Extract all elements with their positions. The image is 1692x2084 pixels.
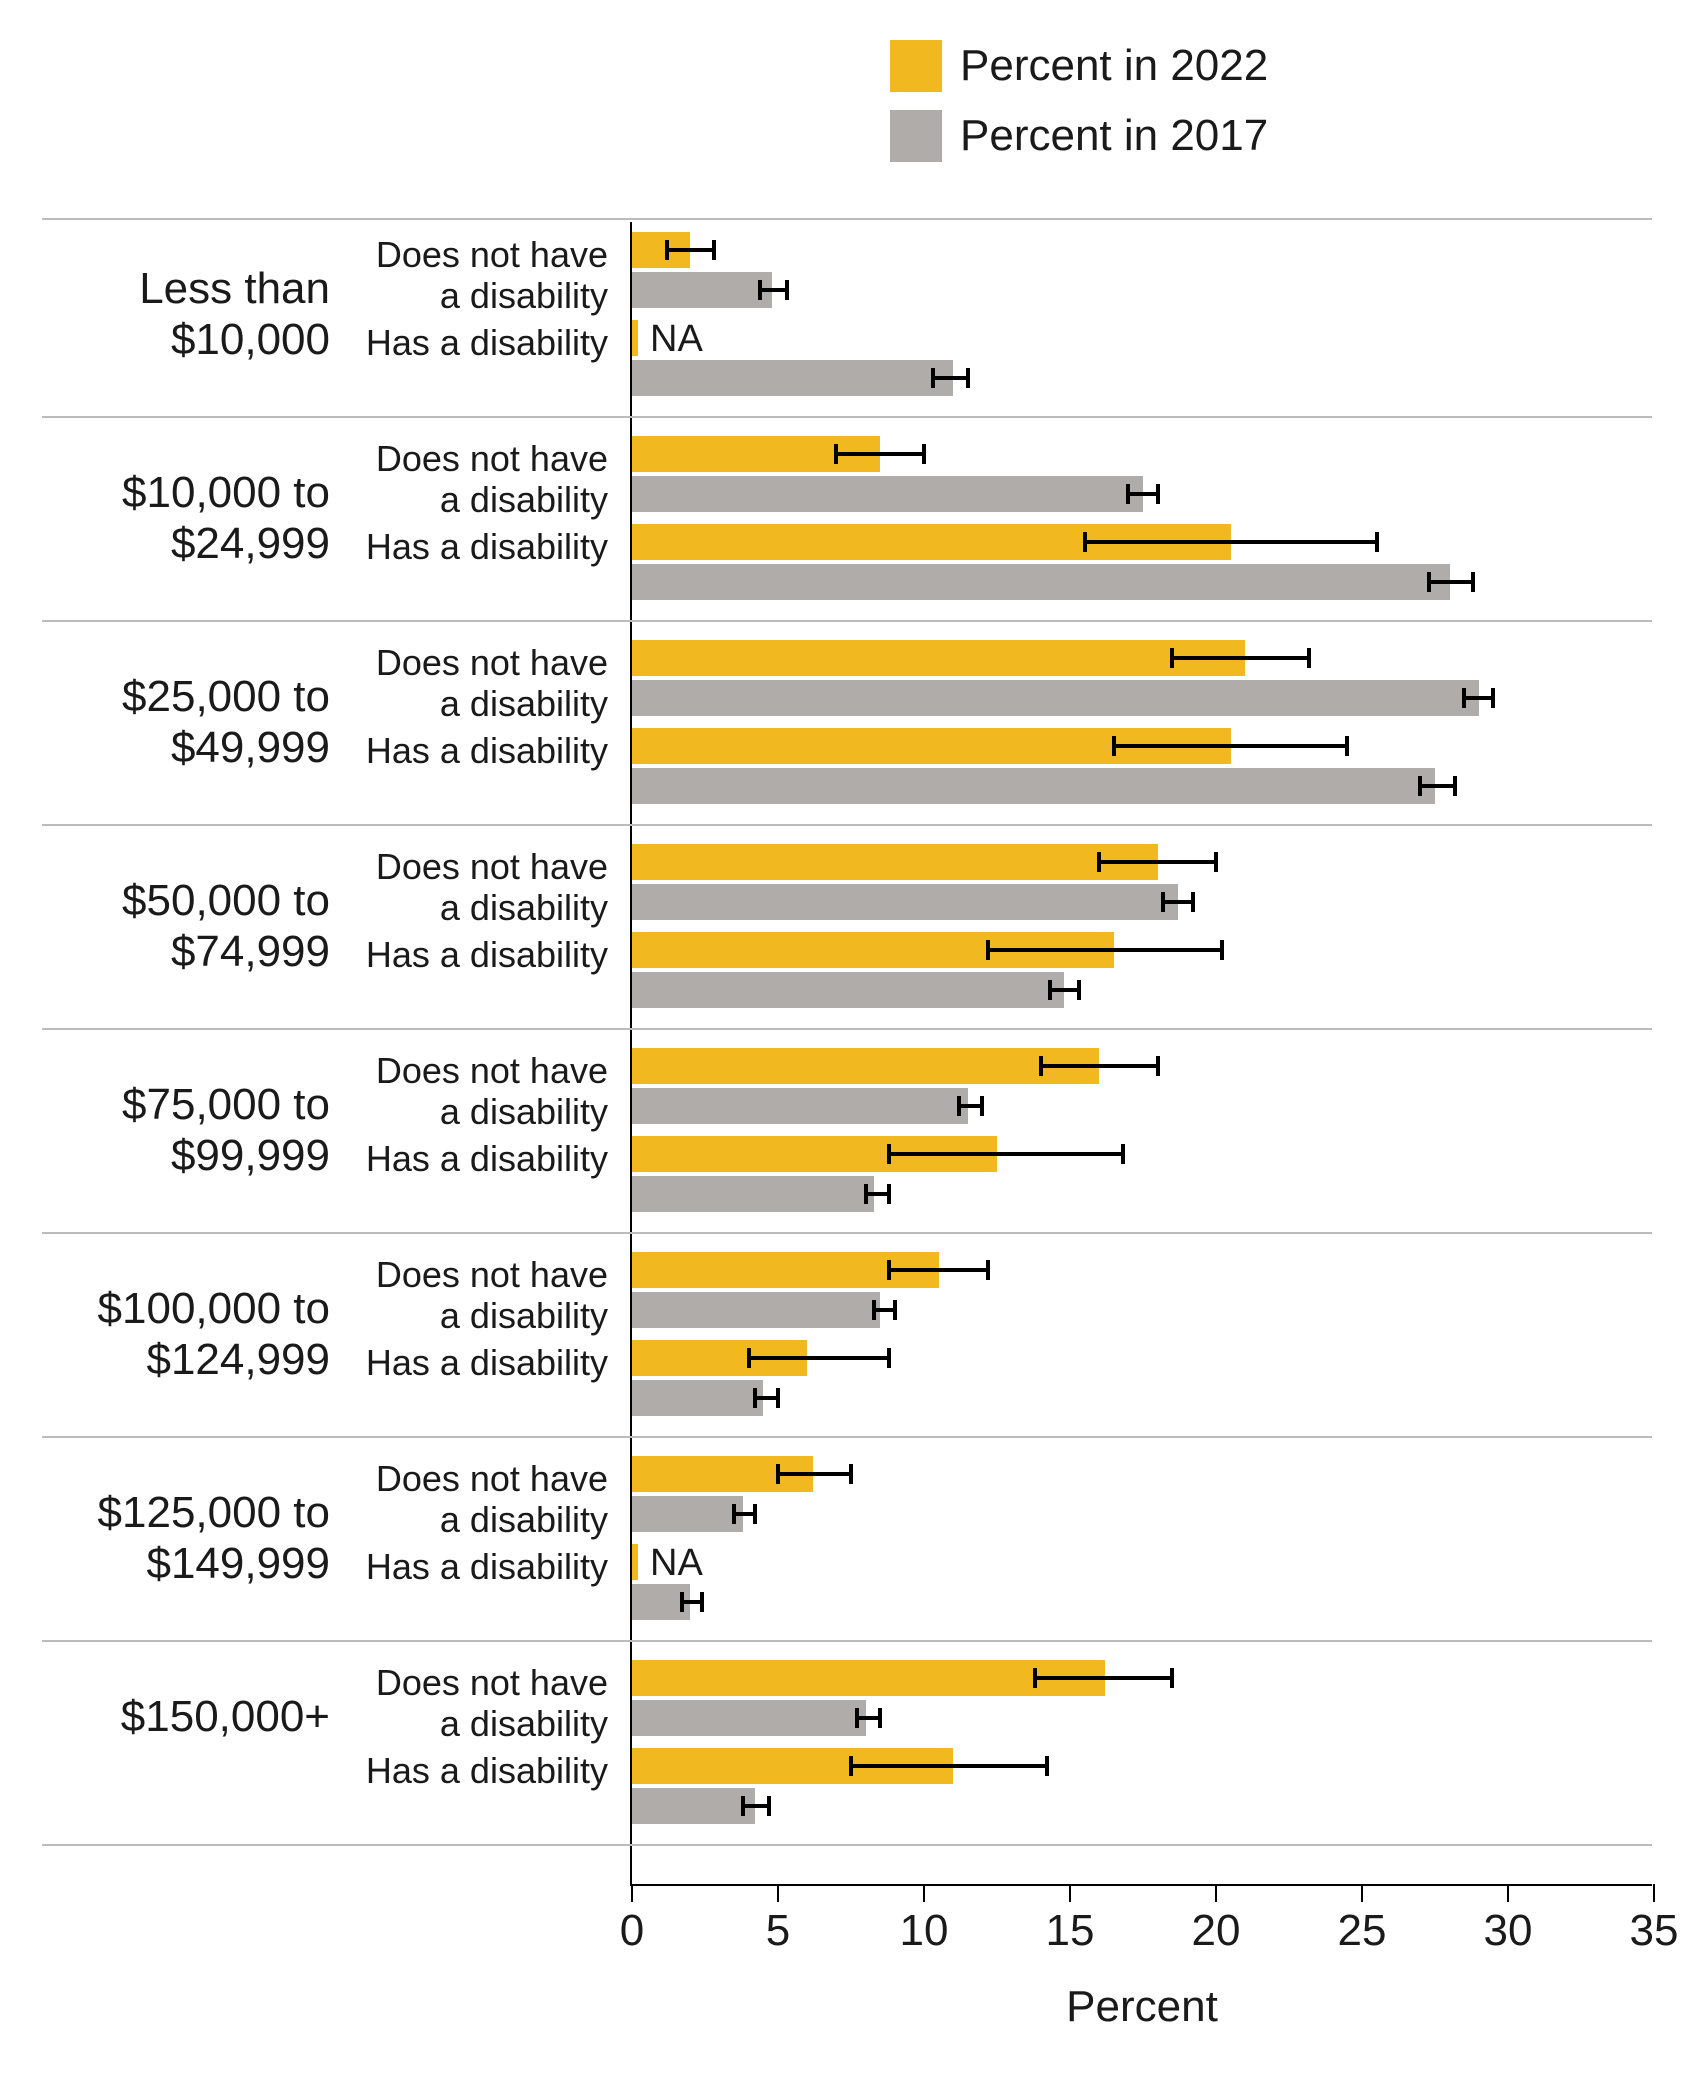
group-label: $125,000 to $149,999 — [40, 1488, 330, 1589]
legend-label: Percent in 2017 — [960, 111, 1268, 161]
bar-2017 — [632, 1292, 880, 1328]
x-tick — [631, 1884, 633, 1902]
sub-label-has-disability: Has a disability — [348, 730, 608, 771]
group-divider — [42, 620, 1652, 622]
sub-label-has-disability: Has a disability — [348, 1138, 608, 1179]
x-tick — [923, 1884, 925, 1902]
group-divider — [42, 1844, 1652, 1846]
x-tick — [1653, 1884, 1655, 1902]
bar-2017 — [632, 1496, 743, 1532]
bar-2022 — [632, 844, 1158, 880]
sub-label-has-disability: Has a disability — [348, 934, 608, 975]
group-labels-column: Less than $10,000 $10,000 to $24,999 $25,0… — [40, 222, 350, 1884]
sub-label-has-disability: Has a disability — [348, 526, 608, 567]
group-divider — [42, 416, 1652, 418]
legend-item: Percent in 2017 — [890, 110, 1652, 162]
bar-2022 — [632, 1048, 1099, 1084]
group-divider — [42, 1232, 1652, 1234]
bar-2017 — [632, 272, 772, 308]
bar-2022 — [632, 1252, 939, 1288]
legend-swatch — [890, 110, 942, 162]
sub-label-no-disability: Does not have a disability — [348, 234, 608, 317]
bar-2022 — [632, 1660, 1105, 1696]
bar-2017 — [632, 1700, 866, 1736]
bar-2017 — [632, 1380, 763, 1416]
bar-2017 — [632, 564, 1450, 600]
group-divider — [42, 1028, 1652, 1030]
bar-2022-na — [632, 1544, 638, 1580]
bar-2017 — [632, 1176, 874, 1212]
sub-label-has-disability: Has a disability — [348, 1750, 608, 1791]
x-tick-label: 20 — [1192, 1906, 1241, 1956]
bar-2022 — [632, 1340, 807, 1376]
x-axis-ticks: 05101520253035 — [632, 1884, 1652, 1902]
bar-2022-na — [632, 320, 638, 356]
bar-2017 — [632, 1584, 690, 1620]
sub-label-has-disability: Has a disability — [348, 322, 608, 363]
bar-2022 — [632, 1136, 997, 1172]
bar-2017 — [632, 768, 1435, 804]
x-axis-label: Percent — [1066, 1982, 1218, 2032]
x-tick-label: 5 — [766, 1906, 790, 1956]
bar-2022 — [632, 436, 880, 472]
x-axis-line — [630, 1884, 1652, 1886]
group-label: $150,000+ — [40, 1692, 330, 1743]
group-label: $100,000 to $124,999 — [40, 1284, 330, 1385]
sub-labels-column: Does not have a disability Has a disabili… — [350, 222, 630, 1884]
group-label: $50,000 to $74,999 — [40, 876, 330, 977]
sub-label-no-disability: Does not have a disability — [348, 1050, 608, 1133]
sub-label-has-disability: Has a disability — [348, 1546, 608, 1587]
legend-swatch — [890, 40, 942, 92]
bar-2017 — [632, 972, 1064, 1008]
bar-2022 — [632, 232, 690, 268]
bar-2022 — [632, 1456, 813, 1492]
x-tick — [777, 1884, 779, 1902]
legend: Percent in 2022 Percent in 2017 — [890, 40, 1652, 162]
chart-container: Percent in 2022 Percent in 2017 Less than… — [40, 40, 1652, 2044]
group-label: $25,000 to $49,999 — [40, 672, 330, 773]
sub-label-has-disability: Has a disability — [348, 1342, 608, 1383]
sub-label-no-disability: Does not have a disability — [348, 1662, 608, 1745]
bars-column: 05101520253035 Percent NANA — [630, 222, 1652, 1884]
x-tick — [1361, 1884, 1363, 1902]
bar-2017 — [632, 360, 953, 396]
group-label: Less than $10,000 — [40, 264, 330, 365]
bar-2022 — [632, 640, 1245, 676]
sub-label-no-disability: Does not have a disability — [348, 1254, 608, 1337]
legend-label: Percent in 2022 — [960, 41, 1268, 91]
bar-2022 — [632, 524, 1231, 560]
na-label: NA — [650, 1542, 703, 1585]
na-label: NA — [650, 318, 703, 361]
plot-area: Less than $10,000 $10,000 to $24,999 $25,0… — [40, 222, 1652, 2044]
x-tick — [1069, 1884, 1071, 1902]
bar-2017 — [632, 680, 1479, 716]
bar-2022 — [632, 932, 1114, 968]
bar-2022 — [632, 728, 1231, 764]
x-tick-label: 10 — [900, 1906, 949, 1956]
legend-item: Percent in 2022 — [890, 40, 1652, 92]
sub-label-no-disability: Does not have a disability — [348, 438, 608, 521]
bar-2017 — [632, 884, 1178, 920]
bar-2017 — [632, 476, 1143, 512]
group-divider — [42, 1640, 1652, 1642]
x-tick — [1215, 1884, 1217, 1902]
x-tick-label: 0 — [620, 1906, 644, 1956]
group-divider — [42, 824, 1652, 826]
x-tick — [1507, 1884, 1509, 1902]
sub-label-no-disability: Does not have a disability — [348, 1458, 608, 1541]
bar-2022 — [632, 1748, 953, 1784]
bar-2017 — [632, 1788, 755, 1824]
x-tick-label: 15 — [1046, 1906, 1095, 1956]
group-label: $10,000 to $24,999 — [40, 468, 330, 569]
group-divider — [42, 1436, 1652, 1438]
sub-label-no-disability: Does not have a disability — [348, 846, 608, 929]
x-tick-label: 35 — [1630, 1906, 1679, 1956]
group-divider — [42, 218, 1652, 220]
group-label: $75,000 to $99,999 — [40, 1080, 330, 1181]
x-tick-label: 25 — [1338, 1906, 1387, 1956]
x-tick-label: 30 — [1484, 1906, 1533, 1956]
bar-2017 — [632, 1088, 968, 1124]
sub-label-no-disability: Does not have a disability — [348, 642, 608, 725]
